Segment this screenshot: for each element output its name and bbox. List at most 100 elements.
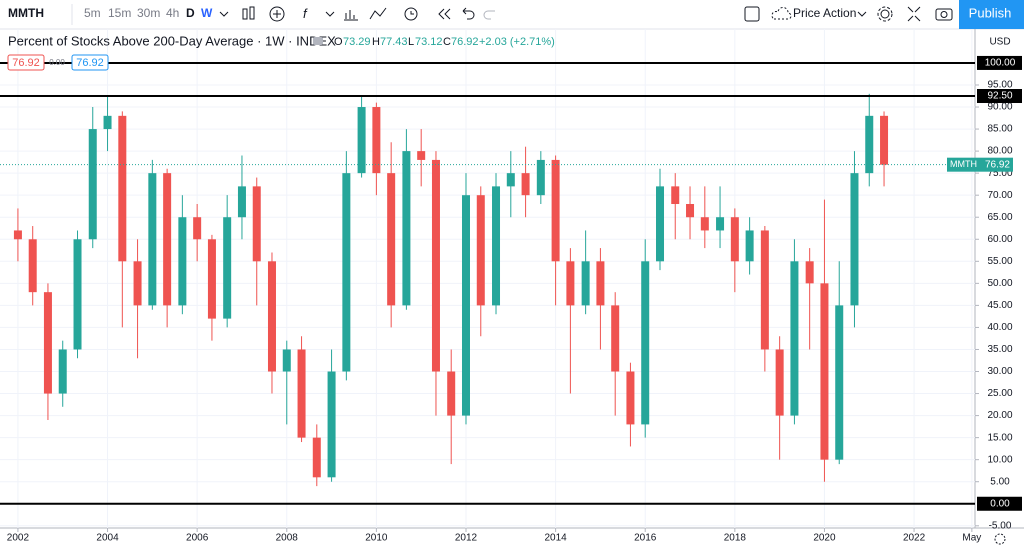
- candle-body: [431, 159, 440, 372]
- x-tick-label: May: [962, 533, 981, 544]
- x-tick-label: 2022: [903, 533, 926, 544]
- template[interactable]: Price Action: [793, 6, 856, 20]
- line-label-box: [977, 55, 1022, 70]
- legend-toggle[interactable]: [313, 37, 323, 45]
- y-tick-label: 35.00: [987, 344, 1012, 355]
- candle-body: [566, 261, 575, 306]
- y-tick-label: 70.00: [987, 190, 1012, 201]
- interval[interactable]: 4h: [166, 6, 179, 20]
- currency: USD: [989, 37, 1010, 48]
- dropdown-icon[interactable]: [219, 11, 229, 17]
- legend-prefix: H: [372, 36, 380, 48]
- candle-body: [521, 173, 530, 196]
- candle-body: [237, 186, 246, 218]
- y-tick-label: 50.00: [987, 278, 1012, 289]
- legend-prefix: O: [334, 36, 343, 48]
- candle-body: [581, 261, 590, 306]
- publish-label[interactable]: Publish: [969, 5, 1012, 20]
- candle-body: [13, 230, 22, 240]
- order-box[interactable]: [71, 54, 109, 71]
- candle-body: [178, 217, 187, 306]
- last-price-label: 76.92: [985, 159, 1010, 170]
- candle-body: [282, 349, 291, 372]
- line-label-box: [977, 496, 1022, 511]
- x-tick-label: 2004: [96, 533, 119, 544]
- y-tick-label: 85.00: [987, 124, 1012, 135]
- legend-value: 73.12: [415, 36, 443, 48]
- candle-body: [417, 151, 426, 160]
- y-tick-label: 80.00: [987, 146, 1012, 157]
- legend-prefix: L: [408, 36, 414, 48]
- y-tick-label: -5.00: [989, 520, 1012, 531]
- candle-body: [447, 371, 456, 416]
- candle-body: [835, 305, 844, 460]
- candle-body: [671, 186, 680, 205]
- candle-body: [193, 217, 202, 240]
- y-tick-label: 75.00: [987, 168, 1012, 179]
- last-price-name: MMTH: [950, 159, 977, 169]
- symbol[interactable]: MMTH: [8, 6, 44, 20]
- y-tick-label: 25.00: [987, 388, 1012, 399]
- overlays: -5.00 5.00 10.00 15.00 20.00 25.00 30.00 35.00 4…: [0, 55, 1022, 544]
- line-label: 92.50: [987, 91, 1012, 102]
- order-box[interactable]: [7, 54, 45, 71]
- candle-body: [790, 261, 799, 416]
- plot: [13, 93, 889, 487]
- settings-icon[interactable]: [994, 533, 1006, 545]
- legend-value: 77.43: [380, 36, 408, 48]
- x-tick-label: 2014: [544, 533, 567, 544]
- candle-body: [342, 173, 351, 372]
- x-tick-label: 2010: [365, 533, 388, 544]
- candle-body: [850, 173, 859, 306]
- legend-prefix: C: [443, 36, 451, 48]
- candle-body: [641, 261, 650, 425]
- candle-body: [506, 173, 515, 187]
- candle-body: [43, 292, 52, 394]
- interval[interactable]: 5m: [84, 6, 101, 20]
- interval[interactable]: W: [201, 6, 213, 20]
- candle-body: [372, 107, 381, 174]
- toolbar-icons[interactable]: f: [242, 6, 953, 22]
- candle-body: [611, 305, 620, 372]
- candle-body: [357, 107, 366, 174]
- x-tick-label: 2002: [7, 533, 30, 544]
- candle-body: [730, 217, 739, 262]
- candle-body: [402, 151, 411, 306]
- candle-body: [492, 186, 501, 306]
- candle-body: [88, 129, 97, 240]
- y-tick-label: 55.00: [987, 256, 1012, 267]
- candle-body: [163, 173, 172, 306]
- x-tick-label: 2016: [634, 533, 657, 544]
- y-tick-label: 20.00: [987, 410, 1012, 421]
- y-tick-label: 95.00: [987, 80, 1012, 91]
- line-label: 0.00: [990, 498, 1010, 509]
- candle-body: [626, 371, 635, 425]
- candle-body: [223, 217, 232, 319]
- publish-button[interactable]: [959, 0, 1024, 29]
- candle-body: [476, 195, 485, 306]
- y-tick-label: 5.00: [990, 476, 1010, 487]
- candle-body: [73, 239, 82, 350]
- buy-price[interactable]: 76.92: [76, 57, 104, 69]
- y-tick-label: 65.00: [987, 212, 1012, 223]
- candle-body: [103, 115, 112, 130]
- x-tick-label: 2018: [724, 533, 747, 544]
- candle-body: [775, 349, 784, 416]
- sell-price[interactable]: 76.92: [12, 57, 40, 69]
- candle-body: [297, 349, 306, 438]
- interval[interactable]: D: [186, 6, 195, 20]
- last-price-box: [947, 157, 1013, 172]
- candle-body: [327, 371, 336, 478]
- legend-value: 73.29: [343, 36, 371, 48]
- interval[interactable]: 30m: [137, 6, 160, 20]
- y-tick-label: 10.00: [987, 454, 1012, 465]
- candle-body: [760, 230, 769, 350]
- candle-body: [118, 115, 127, 262]
- y-tick-label: 45.00: [987, 300, 1012, 311]
- candle-body: [536, 159, 545, 196]
- line-label: 100.00: [985, 58, 1016, 69]
- candle-body: [387, 173, 396, 306]
- legend-value: 76.92: [451, 36, 479, 48]
- interval[interactable]: 15m: [108, 6, 131, 20]
